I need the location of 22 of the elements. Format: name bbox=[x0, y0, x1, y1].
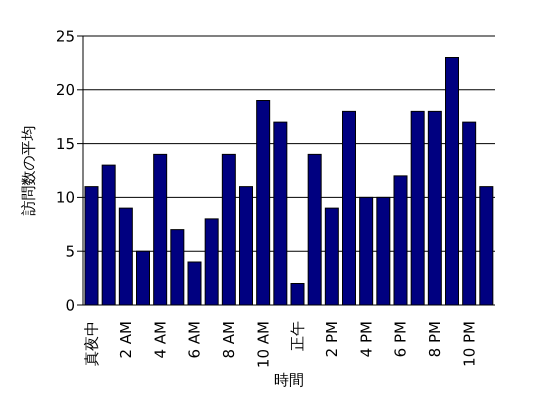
x-tick-label: 6 PM bbox=[392, 321, 410, 358]
x-tick-label: 真夜中 bbox=[82, 321, 101, 366]
x-tick-label: 4 PM bbox=[357, 321, 376, 358]
y-tick-label: 10 bbox=[56, 188, 75, 207]
bar bbox=[290, 282, 304, 305]
y-tick-label: 5 bbox=[65, 242, 75, 261]
y-tick-label: 25 bbox=[56, 27, 75, 46]
y-tick-label: 15 bbox=[56, 134, 75, 153]
y-axis-title: 訪問数の平均 bbox=[19, 126, 38, 216]
x-tick-label: 8 PM bbox=[426, 321, 444, 358]
bar bbox=[188, 261, 202, 305]
x-tick-label: 4 AM bbox=[151, 321, 170, 359]
x-tick-label: 2 PM bbox=[322, 321, 341, 358]
y-tick-label: 20 bbox=[56, 81, 75, 100]
x-tick-label: 6 AM bbox=[186, 321, 204, 359]
x-axis-title: 時間 bbox=[274, 371, 304, 389]
x-tick-label: 10 AM bbox=[254, 321, 272, 368]
x-tick-label: 10 PM bbox=[460, 321, 478, 367]
x-tick-label: 8 AM bbox=[220, 321, 238, 359]
x-tick-label: 2 AM bbox=[116, 321, 135, 359]
x-tick-label: 正午 bbox=[288, 321, 307, 351]
y-tick-label: 0 bbox=[65, 296, 75, 314]
